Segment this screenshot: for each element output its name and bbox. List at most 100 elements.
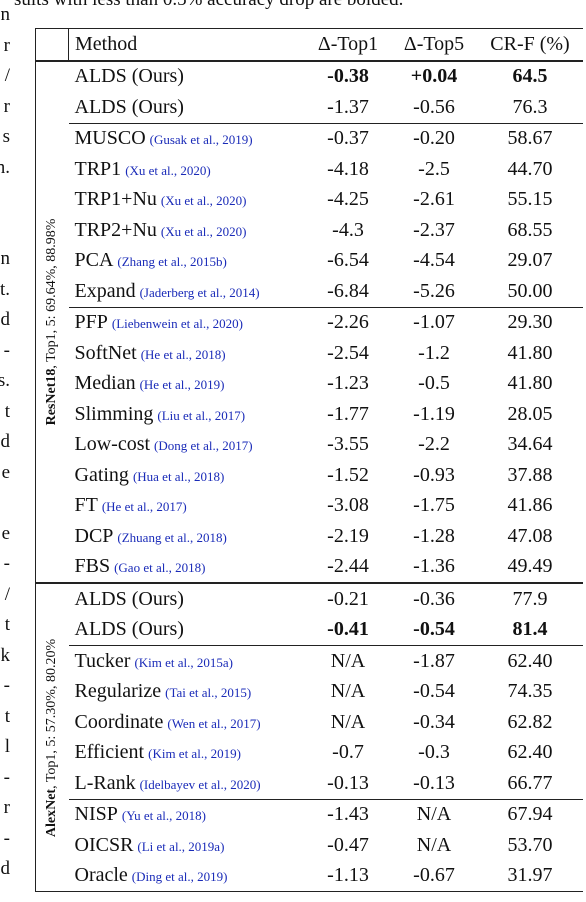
method-name: TRP1: [74, 157, 122, 180]
top1-cell: -3.08: [327, 494, 369, 517]
citation-link[interactable]: (Xu et al., 2020): [125, 162, 211, 178]
citation-link[interactable]: (Ding et al., 2019): [131, 869, 228, 885]
method-name: ALDS (Ours): [74, 65, 184, 88]
top1-cell: -6.84: [327, 279, 369, 302]
left-fragment: e: [1, 522, 10, 544]
method-name: Low-cost: [74, 433, 151, 456]
citation-link[interactable]: (Zhang et al., 2015b): [117, 254, 227, 270]
crf-cell: 62.40: [477, 645, 583, 677]
left-fragment: -: [3, 339, 10, 361]
method-cell: OICSR (Li et al., 2019a): [69, 830, 306, 861]
header-top5: Δ-Top5: [391, 28, 477, 61]
citation-link[interactable]: (Liu et al., 2017): [157, 407, 246, 423]
top5-cell: -0.5: [418, 372, 450, 395]
citation-link[interactable]: (Jaderberg et al., 2014): [139, 284, 260, 300]
crf-cell: 77.9: [477, 582, 583, 615]
citation-link[interactable]: (Hua et al., 2018): [132, 468, 225, 484]
top5-cell: N/A: [391, 798, 477, 830]
method-cell: Slimming (Liu et al., 2017): [69, 399, 306, 430]
table-row: Efficient (Kim et al., 2019) -0.7 -0.3 62.40: [36, 738, 584, 769]
method-cell: TRP2+Nu (Xu et al., 2020): [69, 215, 306, 246]
method-name: OICSR: [74, 833, 134, 856]
crf-cell: 81.4: [512, 618, 548, 641]
citation-link[interactable]: (Xu et al., 2020): [160, 223, 247, 239]
citation-link[interactable]: (Yu et al., 2018): [121, 808, 206, 824]
citation-link[interactable]: (Liebenwein et al., 2020): [111, 316, 243, 332]
top5-cell: -0.34: [413, 710, 455, 733]
top5-cell: -1.87: [391, 645, 477, 677]
left-column-text-fragments: n r / r s n. n t. d - s. t d e e - / t k - t l - r - d: [0, 0, 10, 902]
citation-link[interactable]: (He et al., 2018): [140, 346, 226, 362]
crf-cell: 64.5: [477, 59, 583, 92]
crf-cell: 47.08: [507, 524, 553, 547]
citation-link[interactable]: (Zhuang et al., 2018): [117, 529, 227, 545]
top1-cell: -1.23: [327, 372, 369, 395]
method-name: Tucker: [74, 649, 131, 672]
citation-link[interactable]: (Tai et al., 2015): [165, 685, 252, 701]
left-fragment: r: [3, 95, 10, 117]
method-cell: Low-cost (Dong et al., 2017): [69, 430, 306, 461]
citation-link[interactable]: (Gao et al., 2018): [114, 560, 206, 576]
left-fragment: t: [4, 400, 10, 422]
top1-cell: -0.7: [332, 741, 364, 764]
crf-cell: 55.15: [507, 188, 553, 211]
top1-cell: -6.54: [327, 249, 369, 272]
method-cell: PFP (Liebenwein et al., 2020): [68, 306, 305, 338]
table-row: OICSR (Li et al., 2019a) -0.47 N/A 53.70: [36, 830, 584, 861]
crf-cell: 41.80: [507, 341, 553, 364]
citation-link[interactable]: (He et al., 2019): [139, 377, 225, 393]
citation-link[interactable]: (Kim et al., 2019): [148, 746, 241, 762]
caption-text: sults with less than 0.5% accuracy drop …: [14, 0, 403, 11]
table-row: NISP (Yu et al., 2018) -1.43 N/A 67.94: [36, 798, 583, 830]
method-name: Slimming: [74, 402, 154, 425]
table-row: TRP2+Nu (Xu et al., 2020) -4.3 -2.37 68.55: [36, 215, 584, 246]
citation-link[interactable]: (Gusak et al., 2019): [149, 132, 253, 148]
left-fragment: e: [1, 461, 10, 483]
citation-link[interactable]: (Kim et al., 2015a): [134, 654, 233, 670]
group-label: AlexNet, Top1, 5: 57.30%, 80.20%: [44, 638, 60, 836]
table-row: FBS (Gao et al., 2018) -2.44 -1.36 49.49: [36, 552, 584, 584]
citation-link[interactable]: (Wen et al., 2017): [167, 715, 261, 731]
citation-link[interactable]: (Xu et al., 2020): [160, 193, 247, 209]
crf-cell: 66.77: [507, 771, 553, 794]
table-row: ALDS (Ours) -0.41 -0.54 81.4: [36, 615, 584, 646]
group-label-cell: ResNet18, Top1, 5: 69.64%, 88.98%: [35, 59, 69, 584]
top1-cell: -4.18: [327, 157, 369, 180]
top5-cell: -1.75: [413, 494, 455, 517]
left-fragment: n.: [0, 156, 10, 178]
top5-cell: -1.2: [418, 341, 450, 364]
citation-link[interactable]: (He et al., 2017): [101, 499, 187, 515]
top5-cell: -2.37: [413, 218, 455, 241]
top5-cell: -0.13: [413, 771, 455, 794]
method-cell: PCA (Zhang et al., 2015b): [69, 246, 306, 277]
method-cell: Oracle (Ding et al., 2019): [68, 860, 305, 892]
citation-link[interactable]: (Li et al., 2019a): [137, 838, 225, 854]
citation-link[interactable]: (Dong et al., 2017): [154, 438, 253, 454]
table-row: MUSCO (Gusak et al., 2019) -0.37 -0.20 58.67: [36, 122, 583, 154]
top5-cell: -0.3: [418, 741, 450, 764]
citation-link[interactable]: (Idelbayev et al., 2020): [139, 776, 261, 792]
table-row: Tucker (Kim et al., 2015a) N/A -1.87 62.40: [36, 645, 583, 677]
method-cell: Coordinate (Wen et al., 2017): [69, 707, 306, 738]
table-row: Slimming (Liu et al., 2017) -1.77 -1.19 28.0…: [36, 399, 584, 430]
top5-cell: -1.07: [391, 306, 477, 338]
top1-cell: N/A: [305, 645, 391, 677]
crf-cell: 28.05: [507, 402, 553, 425]
top5-cell: -0.54: [413, 618, 455, 641]
table-row: PFP (Liebenwein et al., 2020) -2.26 -1.07 29…: [36, 306, 583, 338]
crf-cell: 50.00: [507, 279, 553, 302]
left-fragment: r: [3, 34, 10, 56]
method-cell: L-Rank (Idelbayev et al., 2020): [69, 768, 306, 799]
crf-cell: 29.30: [477, 306, 583, 338]
top5-cell: -0.36: [391, 582, 477, 615]
left-fragment: d: [0, 309, 11, 330]
method-name: TRP1+Nu: [74, 188, 157, 211]
top1-cell: -4.3: [332, 218, 364, 241]
method-cell: Efficient (Kim et al., 2019): [69, 738, 306, 769]
top1-cell: -0.41: [327, 618, 369, 641]
left-fragment: d: [0, 431, 11, 452]
header-group-cell: [35, 28, 69, 61]
group-label-cell: AlexNet, Top1, 5: 57.30%, 80.20%: [35, 582, 69, 892]
table-row: L-Rank (Idelbayev et al., 2020) -0.13 -0.13…: [36, 768, 584, 799]
table-row: ALDS (Ours) -1.37 -0.56 76.3: [36, 92, 584, 123]
